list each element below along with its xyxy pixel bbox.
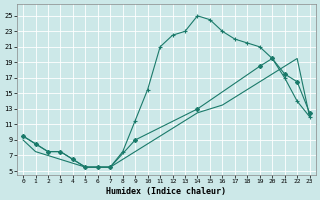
X-axis label: Humidex (Indice chaleur): Humidex (Indice chaleur) bbox=[106, 187, 226, 196]
